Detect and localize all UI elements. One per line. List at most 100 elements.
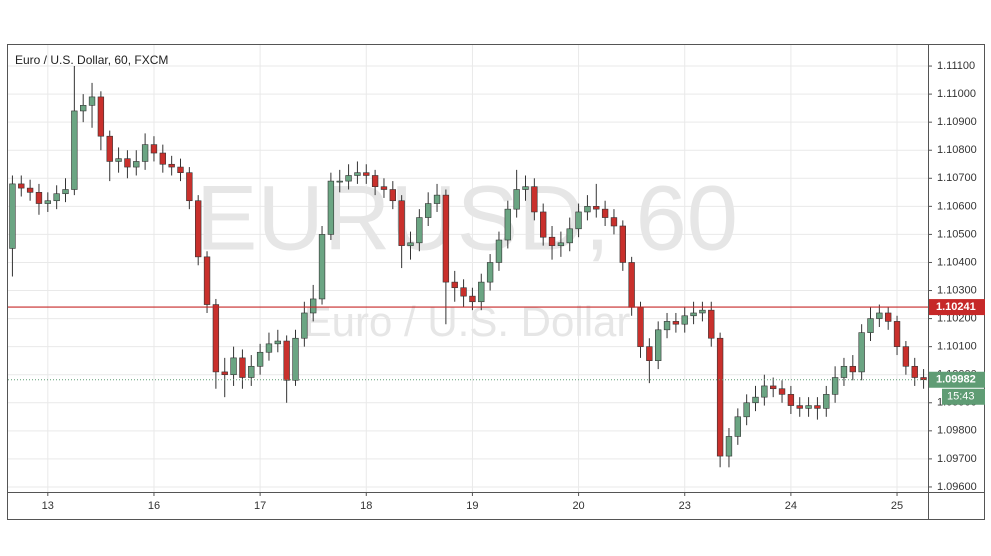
candle-body xyxy=(345,175,352,182)
candle-body xyxy=(150,144,158,154)
candle-body xyxy=(540,211,547,238)
x-tick-label: 23 xyxy=(679,500,691,512)
candle-body xyxy=(690,312,697,317)
candle-body xyxy=(460,287,467,297)
candle-body xyxy=(628,262,635,308)
candle-body xyxy=(9,183,16,249)
candle-body xyxy=(893,321,901,347)
candle-body xyxy=(389,189,396,202)
candle-body xyxy=(159,152,166,165)
candle-body xyxy=(283,340,290,381)
candle-body xyxy=(761,385,768,398)
candle-body xyxy=(823,394,830,409)
x-tick-label: 17 xyxy=(254,500,266,512)
candle-body xyxy=(770,385,777,390)
candle-body xyxy=(106,135,113,162)
candle-body xyxy=(743,402,750,418)
candle-body xyxy=(619,225,626,263)
candle-body xyxy=(274,340,281,345)
countdown-bg xyxy=(942,388,985,405)
candle-body xyxy=(371,175,379,188)
candle-body xyxy=(486,262,494,283)
candle-body xyxy=(336,180,343,183)
candle-body xyxy=(902,346,910,367)
candle-body xyxy=(442,194,450,283)
candle-body xyxy=(186,172,193,202)
candle-body xyxy=(504,208,511,241)
candle-body xyxy=(177,166,184,173)
candle-body xyxy=(363,172,370,176)
y-tick-label: 1.10400 xyxy=(937,256,977,268)
candle-body xyxy=(787,394,795,406)
candle-body xyxy=(318,234,326,300)
x-tick-label: 19 xyxy=(466,500,478,512)
candle-body xyxy=(221,371,228,376)
candle-body xyxy=(575,211,582,230)
candle-body xyxy=(681,315,688,325)
y-tick-label: 1.10200 xyxy=(937,312,977,324)
candle-body xyxy=(18,183,25,189)
y-tick-label: 1.09700 xyxy=(937,453,977,465)
candle-body xyxy=(451,281,458,289)
candle-body xyxy=(858,332,865,373)
x-tick-label: 13 xyxy=(42,500,54,512)
candle-body xyxy=(495,239,503,263)
candle-body xyxy=(265,343,273,353)
candle-body xyxy=(557,242,565,246)
candles xyxy=(8,66,928,468)
candle-body xyxy=(478,281,485,303)
candle-body xyxy=(407,242,414,246)
chart-frame xyxy=(7,44,985,520)
candle-body xyxy=(133,161,140,168)
candle-body xyxy=(672,321,680,325)
candle-body xyxy=(416,217,423,244)
watermark: EURUSD, 60 xyxy=(196,167,738,269)
candle-body xyxy=(522,186,529,190)
candle-body xyxy=(168,163,175,168)
level-label: 1.10241 xyxy=(936,301,976,313)
candle-body xyxy=(840,365,848,378)
y-tick-label: 1.10700 xyxy=(937,172,977,184)
countdown-label: 15:43 xyxy=(947,391,975,403)
level-label-bg xyxy=(929,299,985,316)
candle-body xyxy=(248,365,255,378)
candle-body xyxy=(831,377,839,395)
candle-body xyxy=(124,158,131,168)
candle-body xyxy=(867,318,874,333)
candle-body xyxy=(301,312,308,339)
candle-body xyxy=(655,329,662,361)
last-price-label: 1.09982 xyxy=(936,374,976,386)
watermark-subtitle: Euro / U.S. Dollar xyxy=(304,298,631,345)
candle-body xyxy=(734,416,741,437)
candle-body xyxy=(911,365,918,378)
candle-body xyxy=(646,346,653,361)
candle-body xyxy=(62,189,69,195)
candle-body xyxy=(566,228,573,244)
candle-body xyxy=(610,217,618,227)
candle-body xyxy=(354,172,361,176)
candle-body xyxy=(256,351,264,367)
y-tick-label: 1.10800 xyxy=(937,144,977,156)
candle-body xyxy=(548,236,556,246)
candle-body xyxy=(327,180,335,235)
candle-body xyxy=(593,206,600,210)
candle-body xyxy=(752,396,759,404)
y-tick-label: 1.10900 xyxy=(937,116,977,128)
candle-body xyxy=(699,309,706,314)
candle-body xyxy=(876,312,883,319)
candle-body xyxy=(433,194,441,204)
candle-body xyxy=(195,200,202,258)
last-price-label-bg xyxy=(929,371,985,388)
candle-body xyxy=(80,105,87,112)
candle-body xyxy=(71,110,78,190)
y-tick-label: 1.10100 xyxy=(937,341,977,353)
candle-body xyxy=(885,312,892,322)
candle-body xyxy=(26,187,34,193)
candle-body xyxy=(380,186,388,190)
chart-title: Euro / U.S. Dollar, 60, FXCM xyxy=(15,53,168,67)
candle-body xyxy=(708,309,715,339)
candle-body xyxy=(805,405,812,409)
x-tick-label: 20 xyxy=(572,500,584,512)
candle-body xyxy=(141,144,149,162)
